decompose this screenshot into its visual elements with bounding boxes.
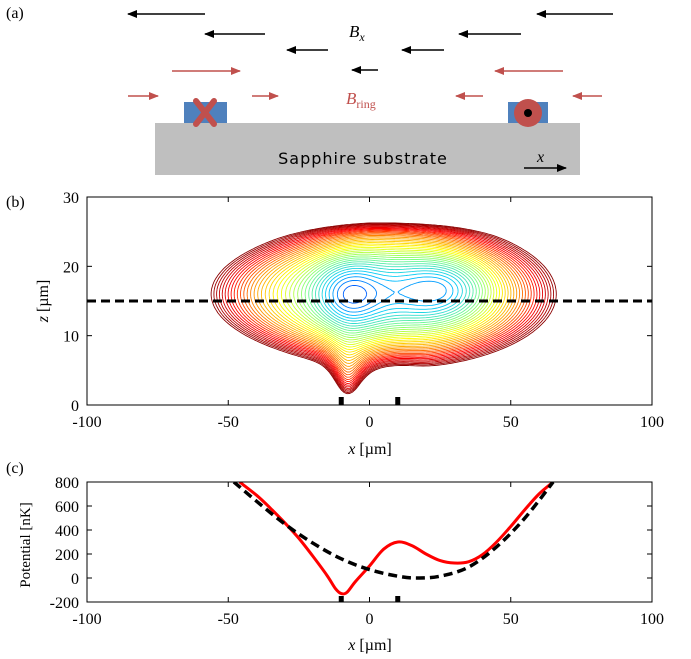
contour-line — [243, 232, 526, 376]
plot-c-axes: -100 -50 0 50 100 -200 0 200 400 600 800 — [50, 475, 664, 628]
contour-line — [250, 235, 521, 370]
y-tick-label: 20 — [63, 259, 79, 276]
wire-position-marker — [395, 397, 401, 405]
contour-line — [230, 228, 538, 384]
x-tick-label: 0 — [366, 414, 374, 431]
contour-line — [224, 226, 544, 388]
x-tick-label: -100 — [72, 414, 101, 431]
contour-line — [264, 240, 509, 359]
wire-position-marker — [338, 596, 344, 602]
wire-position-marker — [395, 596, 401, 602]
contour-line — [227, 227, 541, 386]
bring-label: Bring — [346, 89, 376, 111]
y-tick-label: 600 — [55, 499, 79, 516]
x-tick-label: -50 — [218, 611, 239, 628]
x-axis-label: x — [536, 149, 544, 166]
contour-line — [268, 242, 506, 356]
contour-line — [236, 230, 532, 380]
potential-curves — [232, 482, 555, 596]
bx-label: Bx — [349, 22, 365, 44]
x-tick-label: 100 — [640, 414, 664, 431]
sapphire-substrate — [155, 123, 580, 175]
contour-line — [221, 225, 546, 389]
x-tick-label: 100 — [640, 611, 664, 628]
y-tick-label: 0 — [71, 571, 79, 588]
contour-line — [233, 229, 535, 382]
potential-curve — [238, 482, 555, 596]
y-tick-label: 0 — [71, 398, 79, 415]
y-tick-label: 200 — [55, 547, 79, 564]
contour-line — [289, 250, 492, 343]
contour-line — [246, 233, 523, 373]
x-tick-label: 50 — [503, 414, 519, 431]
contour-line — [304, 257, 480, 334]
harmonic-potential-curve — [232, 482, 555, 580]
y-tick-label: 10 — [63, 329, 79, 346]
contour-line — [297, 253, 486, 338]
contour-line — [272, 243, 503, 353]
contour-line — [285, 248, 495, 346]
contour-line — [216, 224, 552, 392]
dot-marker-icon — [514, 99, 542, 127]
cross-marker-icon — [193, 98, 217, 127]
x-tick-label: -100 — [72, 611, 101, 628]
plot-b-axes: -100 -50 0 50 100 0 10 20 30 — [63, 190, 664, 431]
contour-line — [293, 251, 489, 341]
panel-label-b: (b) — [6, 194, 25, 211]
y-tick-label: 400 — [55, 523, 79, 540]
bx-arrows — [127, 10, 613, 74]
contour-line — [218, 224, 549, 391]
bring-arrows — [128, 67, 602, 100]
y-tick-label: -200 — [50, 595, 79, 612]
contour-line — [260, 239, 512, 361]
panel-label-a: (a) — [6, 5, 24, 22]
wire-position-marker — [338, 397, 344, 405]
contour-line — [301, 255, 483, 336]
contour-line — [253, 236, 518, 367]
panel-label-c: (c) — [6, 460, 24, 477]
contour-line — [280, 246, 498, 348]
plot-b-ylabel: z [µm] — [35, 280, 52, 324]
contour-line — [213, 223, 555, 393]
y-tick-label: 800 — [55, 475, 79, 492]
substrate-label: Sapphire substrate — [278, 149, 448, 168]
contour-line — [240, 231, 529, 378]
y-tick-label: 30 — [63, 190, 79, 207]
plot-c-frame — [86, 481, 653, 603]
contour-line — [257, 237, 515, 364]
contour-lines — [210, 222, 557, 395]
contour-line — [276, 245, 500, 350]
plot-c-ylabel: Potential [nK] — [18, 502, 34, 587]
plot-c-xlabel: x [µm] — [347, 637, 391, 654]
x-tick-label: 0 — [366, 611, 374, 628]
x-tick-label: -50 — [218, 414, 239, 431]
contour-line — [308, 259, 477, 332]
x-tick-label: 50 — [503, 611, 519, 628]
plot-b-xlabel: x [µm] — [347, 441, 391, 458]
contour-line — [210, 222, 557, 395]
contour-line — [332, 276, 447, 313]
